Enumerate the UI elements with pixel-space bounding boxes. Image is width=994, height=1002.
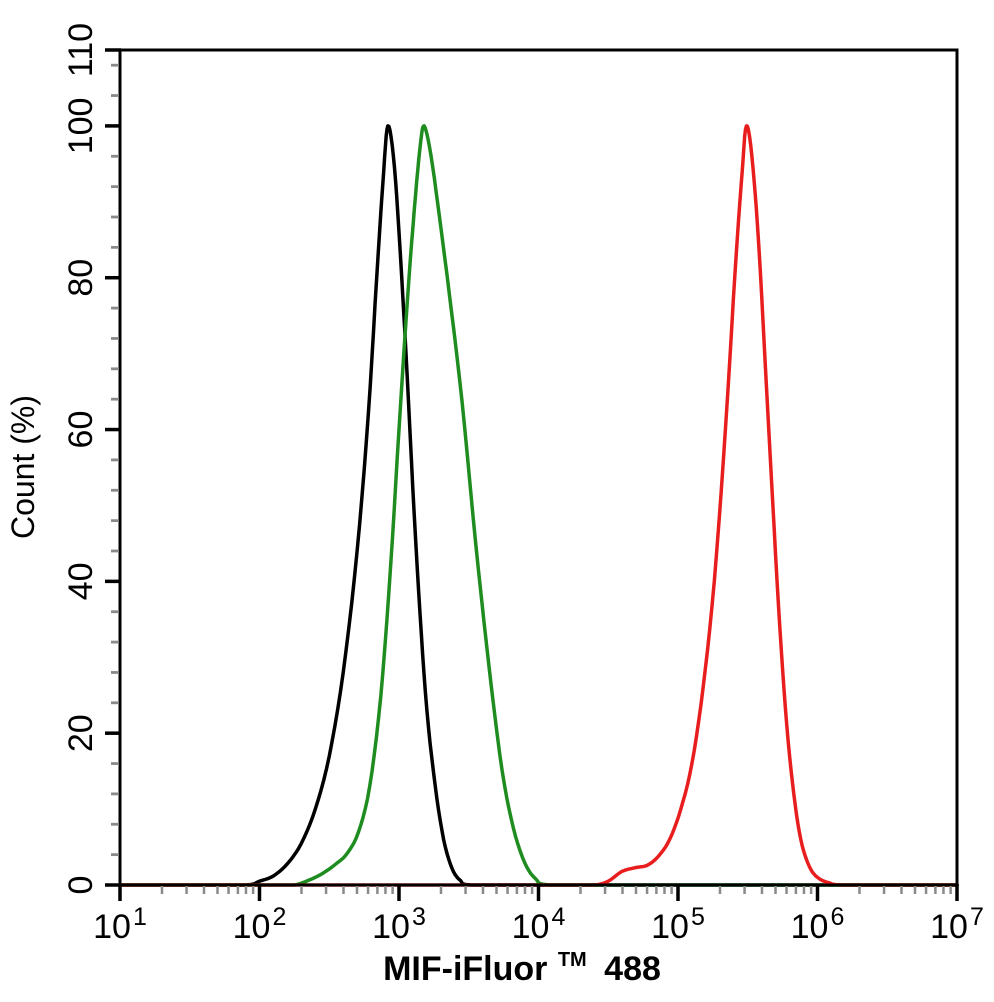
x-axis-title: MIF-iFluor TM 488: [383, 936, 661, 988]
curve-red: [118, 124, 959, 887]
y-tick-label: 60: [62, 411, 100, 449]
x-tick-exponent: 6: [830, 903, 844, 931]
y-tick-label: 40: [62, 562, 100, 600]
y-tick-label: 100: [62, 98, 100, 155]
x-tick-exponent: 2: [272, 903, 286, 931]
x-tick-label: 103: [372, 903, 426, 946]
y-tick-label: 80: [62, 259, 100, 297]
x-tick-label: 101: [93, 903, 147, 946]
x-tick-base: 10: [93, 908, 131, 946]
x-tick-label: 106: [791, 903, 845, 946]
x-tick-exponent: 1: [133, 903, 147, 931]
x-axis-title-text: MIF-iFluor: [383, 950, 547, 988]
y-tick-label: 110: [62, 23, 100, 77]
plot-border: [118, 48, 959, 887]
trademark-superscript: TM: [558, 949, 587, 971]
x-tick-exponent: 7: [970, 903, 984, 931]
x-axis-title-suffix: 488: [604, 950, 661, 988]
x-tick-exponent: 4: [551, 903, 565, 931]
x-tick-exponent: 3: [412, 903, 426, 931]
y-tick-label: 20: [62, 714, 100, 752]
x-tick-base: 10: [930, 908, 968, 946]
y-tick-label: 0: [62, 876, 100, 895]
x-tick-base: 10: [791, 908, 829, 946]
curve-black: [118, 124, 959, 887]
curves-layer: [118, 124, 959, 887]
x-tick-exponent: 5: [691, 903, 705, 931]
x-tick-base: 10: [233, 908, 271, 946]
x-tick-base: 10: [512, 908, 550, 946]
curve-green: [118, 124, 959, 887]
x-tick-label: 107: [930, 903, 984, 946]
x-tick-base: 10: [372, 908, 410, 946]
x-tick-label: 102: [233, 903, 287, 946]
x-tick-label: 104: [512, 903, 566, 946]
x-tick-base: 10: [651, 908, 689, 946]
y-axis-title: Count (%): [5, 395, 41, 539]
x-tick-label: 105: [651, 903, 705, 946]
